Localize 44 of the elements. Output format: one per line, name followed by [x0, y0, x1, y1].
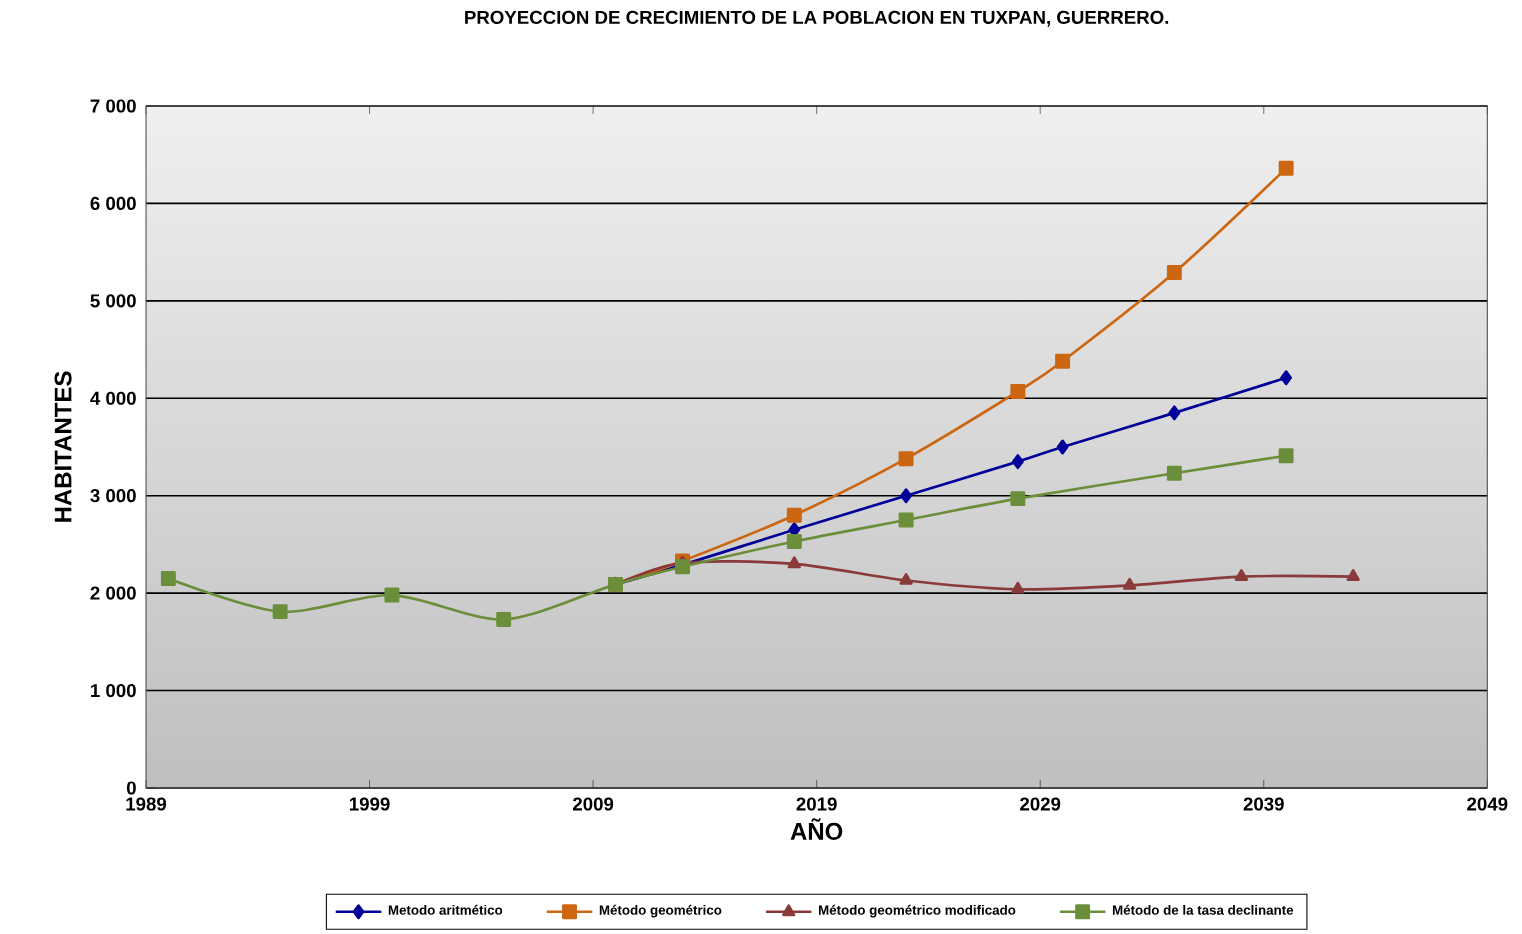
x-tick-label: 2049	[1467, 797, 1508, 811]
point	[160, 571, 176, 586]
point	[1166, 465, 1182, 481]
point	[1280, 370, 1293, 386]
chart-title: PROYECCION DE CRECIMIENTO DE LA POBLACION EN TUXPAN, GUERRERO.	[465, 10, 1169, 27]
point	[1278, 160, 1294, 176]
point	[272, 604, 288, 620]
point	[1010, 383, 1026, 399]
point	[1055, 353, 1071, 369]
y-axis-title: HABITANTES	[54, 371, 72, 522]
point	[1166, 265, 1182, 281]
y-tick-label: 5 000	[90, 294, 136, 308]
x-tick-label: 2019	[796, 797, 837, 811]
point	[1011, 454, 1024, 470]
x-tick-label: 2029	[1020, 797, 1061, 811]
y-tick-label: 2 000	[90, 586, 136, 600]
y-tick-label: 7 000	[90, 99, 136, 113]
x-tick-label: 2039	[1243, 797, 1284, 811]
y-tick-label: 0	[126, 781, 136, 795]
point	[787, 556, 801, 569]
y-tick-label: 6 000	[90, 196, 136, 211]
y-tick-label: 3 000	[90, 489, 136, 503]
x-axis-title: AÑO	[790, 818, 843, 840]
point	[1168, 405, 1181, 421]
point	[899, 572, 913, 585]
point	[1011, 581, 1025, 594]
point	[898, 512, 914, 528]
x-tick-label: 1989	[126, 797, 167, 811]
point	[900, 488, 913, 504]
point	[1278, 448, 1294, 464]
point	[1234, 569, 1249, 581]
point	[1056, 439, 1069, 455]
point	[786, 534, 802, 549]
point	[1346, 569, 1360, 581]
y-tick-label: 1 000	[91, 683, 136, 698]
point	[898, 451, 914, 467]
x-tick-label: 2009	[572, 797, 614, 811]
point	[384, 587, 400, 603]
y-tick-label: 4 000	[90, 391, 136, 405]
point	[1122, 577, 1137, 590]
point	[1010, 491, 1026, 507]
x-tick-label: 1999	[349, 797, 390, 811]
point	[496, 611, 512, 627]
point	[786, 507, 802, 523]
